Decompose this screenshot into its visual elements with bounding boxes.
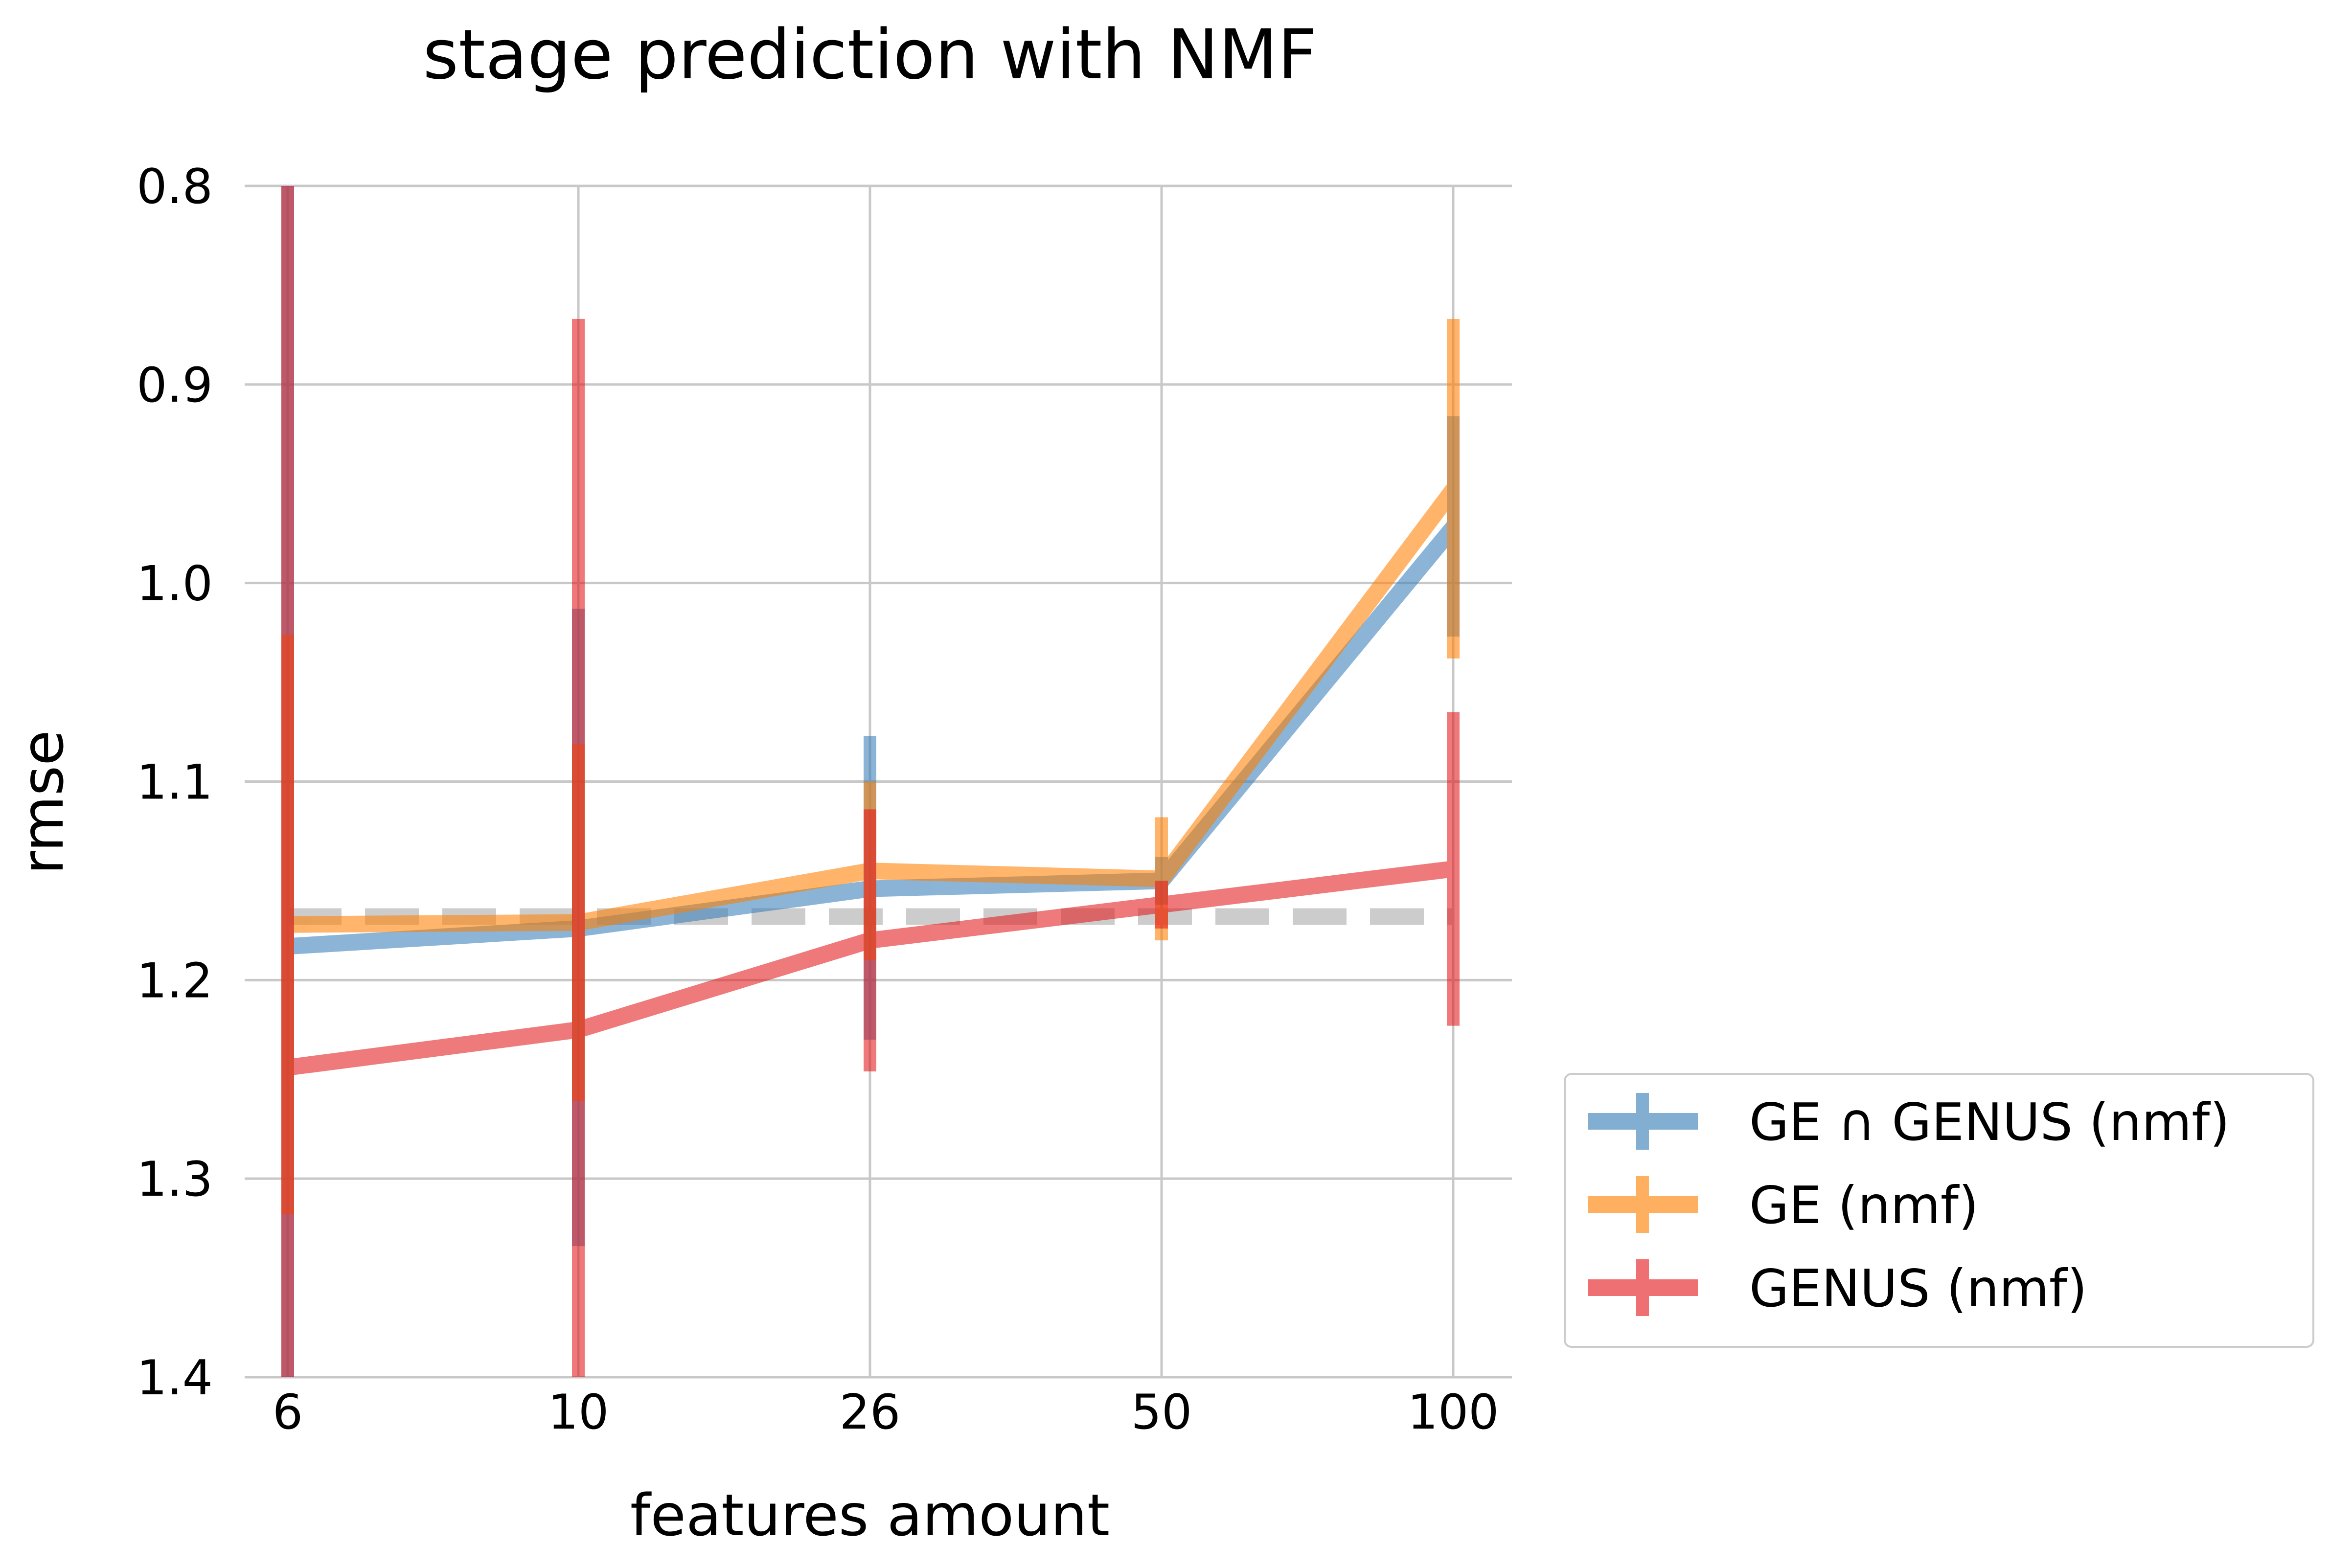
- y-tick-label: 1.4: [137, 1350, 213, 1406]
- data-point: [1161, 904, 1163, 906]
- legend-label: GE ∩ GENUS (nmf): [1749, 1092, 2230, 1152]
- data-point: [1161, 878, 1163, 880]
- x-tick-label: 10: [548, 1385, 609, 1440]
- y-tick-label: 1.0: [137, 556, 213, 612]
- x-axis-label: features amount: [630, 1481, 1110, 1549]
- y-tick-label: 1.1: [137, 755, 213, 811]
- legend-label: GE (nmf): [1749, 1176, 1979, 1235]
- legend-frame: [1564, 1073, 2314, 1348]
- data-point: [1452, 488, 1454, 491]
- legend-item: [1588, 1259, 1698, 1316]
- x-tick-label: 100: [1407, 1385, 1499, 1440]
- legend-items: GE ∩ GENUS (nmf) GE (nmf) GENUS (nmf): [1588, 1092, 2230, 1318]
- legend-label: GENUS (nmf): [1749, 1259, 2087, 1318]
- series-layer: [281, 186, 1460, 1377]
- y-tick-label: 0.8: [137, 159, 213, 215]
- y-axis-label: rmse: [9, 730, 76, 874]
- y-tick-label: 1.3: [137, 1152, 213, 1207]
- chart-title: stage prediction with NMF: [423, 15, 1317, 95]
- data-point: [287, 1066, 289, 1068]
- data-point: [577, 1028, 579, 1031]
- x-tick-label: 6: [273, 1385, 303, 1440]
- y-tick-label: 0.9: [137, 358, 213, 413]
- legend-item: [1588, 1093, 1698, 1150]
- series-group: [281, 186, 1460, 1377]
- legend: GE ∩ GENUS (nmf) GE (nmf) GENUS (nmf): [1564, 1073, 2314, 1348]
- axes: 0.8 0.9 1.0 1.1 1.2 1.3 1.4 6 10 26 50 100: [137, 159, 1499, 1440]
- y-tick-label: 1.2: [137, 953, 213, 1009]
- data-point: [869, 939, 871, 942]
- x-tick-label: 50: [1131, 1385, 1192, 1440]
- legend-item: [1588, 1176, 1698, 1233]
- x-tick-label: 26: [840, 1385, 901, 1440]
- data-point: [1452, 868, 1454, 870]
